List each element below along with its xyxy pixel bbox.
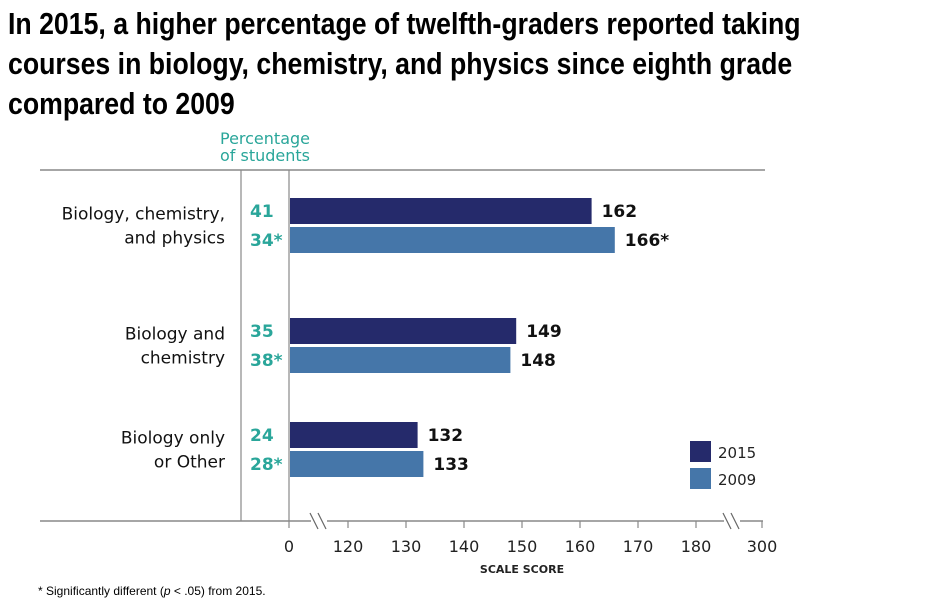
percent-label: 28*	[250, 455, 283, 475]
bar-value-label: 162	[602, 202, 638, 222]
x-tick-label: 300	[747, 537, 778, 556]
x-tick-label: 180	[681, 537, 712, 556]
axis-break-mark	[722, 512, 732, 530]
percent-header-line: Percentage	[219, 129, 310, 148]
bar-2009	[290, 347, 511, 373]
bar-value-label: 149	[526, 322, 562, 342]
legend-label: 2015	[718, 444, 756, 462]
percent-label: 34*	[250, 231, 283, 251]
axis-break-gap	[724, 513, 740, 529]
footnote-text: < .05) from 2015.	[170, 584, 266, 598]
x-tick-label: 140	[449, 537, 480, 556]
bar-2015	[290, 198, 592, 224]
category-label: Biology and	[125, 325, 225, 345]
bar-value-label: 132	[428, 426, 464, 446]
axis-break-gap	[311, 513, 327, 529]
bar-value-label: 166*	[625, 231, 669, 251]
axis-break-mark	[317, 512, 327, 530]
percent-label: 35	[250, 322, 274, 342]
axis-break-mark	[730, 512, 740, 530]
x-tick-label: 120	[333, 537, 364, 556]
footnote: * Significantly different (p < .05) from…	[38, 584, 266, 598]
title-line: In 2015, a higher percentage of twelfth-…	[8, 6, 801, 41]
percent-label: 41	[250, 202, 274, 222]
legend-swatch-2009	[690, 468, 711, 489]
bar-2009	[290, 227, 615, 253]
x-tick-label: 170	[623, 537, 654, 556]
category-label: chemistry	[141, 349, 225, 369]
chart-title: In 2015, a higher percentage of twelfth-…	[8, 4, 801, 124]
percent-label: 38*	[250, 351, 283, 371]
category-label: Biology, chemistry,	[62, 205, 225, 225]
category-label: or Other	[154, 453, 225, 473]
axis-break-mark	[309, 512, 319, 530]
bar-2009	[290, 451, 424, 477]
x-tick-label: 160	[565, 537, 596, 556]
percent-column-header: Percentage of students	[205, 130, 325, 164]
bar-2015	[290, 318, 517, 344]
title-line: courses in biology, chemistry, and physi…	[8, 46, 793, 81]
percent-header-line: of students	[219, 146, 310, 165]
x-tick-label: 130	[391, 537, 422, 556]
category-label: and physics	[124, 229, 225, 249]
legend-label: 2009	[718, 471, 756, 489]
x-tick-label: 150	[507, 537, 538, 556]
bar-2015	[290, 422, 418, 448]
footnote-text: * Significantly different (	[38, 584, 164, 598]
bar-value-label: 133	[433, 455, 469, 475]
percent-label: 24	[250, 426, 274, 446]
category-label: Biology only	[121, 429, 225, 449]
x-axis-title: SCALE SCORE	[480, 563, 564, 576]
x-tick-label: 0	[284, 537, 294, 556]
bar-value-label: 148	[520, 351, 556, 371]
footnote-p: p	[163, 584, 171, 598]
title-line: compared to 2009	[8, 86, 235, 121]
legend-swatch-2015	[690, 441, 711, 462]
